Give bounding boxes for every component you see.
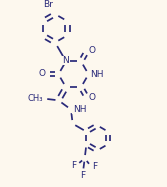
Text: F: F (71, 161, 76, 170)
Text: O: O (88, 46, 95, 55)
Text: N: N (62, 56, 68, 65)
Text: NH: NH (73, 105, 86, 114)
Text: CH₃: CH₃ (27, 94, 43, 103)
Text: NH: NH (90, 70, 104, 79)
Text: O: O (88, 94, 95, 102)
Text: F: F (92, 162, 97, 171)
Text: Br: Br (43, 0, 53, 9)
Text: F: F (80, 171, 86, 180)
Text: O: O (39, 69, 46, 78)
